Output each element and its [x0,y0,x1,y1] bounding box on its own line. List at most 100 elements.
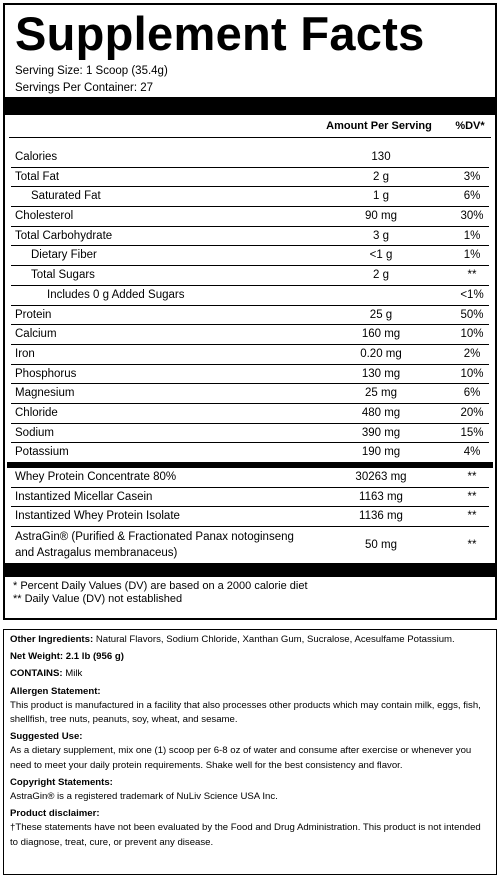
divider-bar [5,563,495,578]
row: Instantized Whey Protein Isolate 1136 mg *… [11,507,489,528]
row: Saturated Fat 1 g 6% [11,187,489,208]
amount: 2 g [373,170,389,183]
row: Whey Protein Concentrate 80% 30263 mg ** [11,468,489,488]
amount: <1 g [369,249,393,262]
label: Iron [15,347,35,360]
daily-value: 50% [460,308,484,321]
label: AstraGin® (Purified & Fractionated Panax… [15,531,294,560]
row: Includes 0 g Added Sugars <1% [11,286,489,306]
row: Total Sugars 2 g ** [11,266,489,286]
label: Dietary Fiber [31,249,97,262]
ingredient-list: Whey Protein Concentrate 80% 30263 mg ** In… [9,468,491,563]
footnotes: * Percent Daily Values (DV) are based on… [9,577,491,606]
row: Calories 130 [11,148,489,168]
text: Milk [65,668,83,680]
section: Allergen Statement: This product is manuf… [10,685,490,728]
amount: 190 mg [361,446,401,459]
amount-header: Amount Per Serving [326,120,432,132]
daily-value: 6% [463,190,481,203]
daily-value: ** [467,471,477,483]
label: Calcium [15,328,57,341]
label: Chloride [15,406,58,419]
label: Instantized Micellar Casein [15,490,153,503]
label: Magnesium [15,387,75,400]
daily-value: 15% [460,426,484,439]
amount: 130 [371,151,391,163]
label: Phosphorus [15,367,77,380]
row: Total Fat 2 g 3% [11,168,489,188]
facts-panel: Supplement Facts Serving Size: 1 Scoop (… [3,3,497,620]
daily-value: 4% [463,446,481,459]
amount: 1163 mg [359,490,403,503]
label: Total Fat [15,170,60,183]
footnote: ** Daily Value (DV) not established [13,593,183,606]
heading: Allergen Statement: [10,685,101,697]
daily-value: 20% [460,406,484,419]
label: Calories [15,151,58,163]
daily-value: ** [467,510,477,523]
net-weight: Net Weight: 2.1 lb (956 g) [10,650,490,664]
label: Potassium [15,446,69,459]
daily-value: 6% [463,387,481,400]
divider-thick [7,462,493,468]
heading-line: Copyright Statements: [10,776,490,790]
info-panel: Other Ingredients: Natural Flavors, Sodi… [3,629,497,875]
daily-value: ** [467,539,477,552]
row: AstraGin® (Purified & Fractionated Panax… [11,527,489,563]
daily-value: ** [467,490,477,503]
label: Total Carbohydrate [15,229,113,242]
heading-line: Allergen Statement: [10,685,490,699]
heading: Product disclaimer: [10,808,100,820]
row: Protein 25 g 50% [11,306,489,326]
daily-value: <1% [460,288,484,301]
label: Sodium [15,426,54,439]
row: Cholesterol 90 mg 30% [11,207,489,227]
footnote: * Percent Daily Values (DV) are based on… [13,580,308,593]
label: Other Ingredients: [10,634,94,645]
amount: 25 mg [365,387,397,400]
row: Iron 0.20 mg 2% [11,345,489,365]
section: Copyright Statements: AstraGin® is a regi… [10,776,490,804]
text: AstraGin® is a registered trademark of N… [10,791,278,803]
row: Chloride 480 mg 20% [11,404,489,424]
amount: 130 mg [361,367,401,380]
text: This product is manufactured in a facili… [10,699,481,726]
amount: 0.20 mg [360,347,402,360]
contains: CONTAINS: Milk [10,667,490,681]
nutrient-list: Calories 130 Total Fat 2 g 3% Saturated Fat 1 … [9,138,491,462]
divider-bar [5,97,495,115]
title: Supplement Facts [15,7,425,60]
label: Includes 0 g Added Sugars [47,288,185,301]
sections: Allergen Statement: This product is manuf… [10,685,490,850]
amount: 90 mg [365,210,397,223]
amount: 1 g [373,190,389,203]
serving-size: Serving Size: 1 Scoop (35.4g) [15,65,168,77]
row: Sodium 390 mg 15% [11,424,489,444]
amount: 25 g [369,308,393,321]
label: Cholesterol [15,210,74,223]
label: Net Weight: 2.1 lb (956 g) [10,651,124,663]
amount: 1136 mg [359,510,403,523]
amount: 50 mg [365,539,397,552]
label: Whey Protein Concentrate 80% [15,471,177,483]
label: Total Sugars [31,269,95,282]
daily-value: 1% [463,229,481,242]
heading-line: Suggested Use: [10,730,490,744]
label: Instantized Whey Protein Isolate [15,510,180,523]
daily-value: 3% [463,170,481,183]
label: CONTAINS: [10,668,63,680]
heading: Copyright Statements: [10,776,113,788]
heading-line: Product disclaimer: [10,807,490,821]
daily-value: 1% [463,249,481,262]
text: As a dietary supplement, mix one (1) sco… [10,745,472,771]
amount: 2 g [373,269,389,282]
column-header: Amount Per Serving %DV* [9,115,491,138]
text: †These statements have not been evaluate… [10,822,481,848]
servings: Servings Per Container: 27 [15,82,154,94]
row: Calcium 160 mg 10% [11,325,489,345]
amount: 160 mg [361,328,401,341]
label: Saturated Fat [31,190,101,203]
amount: 390 mg [361,426,401,439]
row: Instantized Micellar Casein 1163 mg ** [11,488,489,508]
